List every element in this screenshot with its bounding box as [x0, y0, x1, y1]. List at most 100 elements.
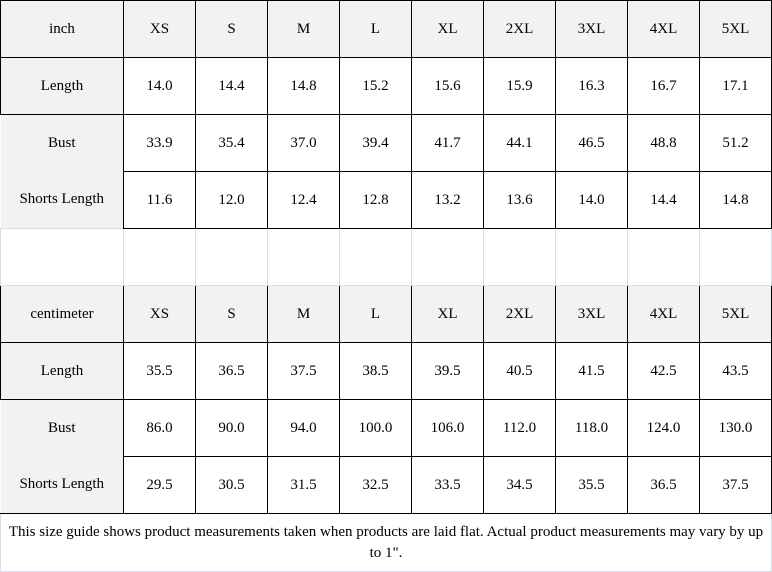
measurement-cell: 48.8 [627, 114, 700, 172]
unit-label: centimeter [0, 285, 124, 343]
size-header: XS [123, 0, 196, 58]
table-row: Bust 33.9 35.4 37.0 39.4 41.7 44.1 46.5 48.8 51.2 [0, 114, 772, 172]
size-header: M [267, 285, 340, 343]
size-header: XL [411, 0, 484, 58]
size-header: 3XL [555, 285, 628, 343]
measurement-cell: 44.1 [483, 114, 556, 172]
measurement-cell: 112.0 [483, 399, 556, 457]
spacer-cell [627, 228, 700, 286]
row-label: Shorts Length [0, 171, 124, 229]
measurement-cell: 33.9 [123, 114, 196, 172]
measurement-cell: 130.0 [699, 399, 772, 457]
size-header: 4XL [627, 285, 700, 343]
measurement-cell: 14.0 [123, 57, 196, 115]
measurement-cell: 124.0 [627, 399, 700, 457]
measurement-cell: 12.8 [339, 171, 412, 229]
measurement-cell: 12.4 [267, 171, 340, 229]
spacer-cell [555, 228, 628, 286]
size-header: 3XL [555, 0, 628, 58]
measurement-cell: 46.5 [555, 114, 628, 172]
size-header: 2XL [483, 0, 556, 58]
measurement-cell: 35.5 [123, 342, 196, 400]
row-label: Bust [0, 114, 124, 172]
measurement-cell: 17.1 [699, 57, 772, 115]
inch-header-row: inch XS S M L XL 2XL 3XL 4XL 5XL [0, 0, 772, 58]
cm-header-row: centimeter XS S M L XL 2XL 3XL 4XL 5XL [0, 285, 772, 343]
measurement-cell: 51.2 [699, 114, 772, 172]
measurement-cell: 37.5 [267, 342, 340, 400]
measurement-cell: 14.8 [699, 171, 772, 229]
measurement-cell: 12.0 [195, 171, 268, 229]
measurement-cell: 33.5 [411, 456, 484, 514]
measurement-cell: 94.0 [267, 399, 340, 457]
measurement-cell: 11.6 [123, 171, 196, 229]
table-row: Shorts Length 11.6 12.0 12.4 12.8 13.2 13.6 14.… [0, 171, 772, 229]
measurement-cell: 15.9 [483, 57, 556, 115]
table-row: Length 35.5 36.5 37.5 38.5 39.5 40.5 41.5 42.5 43… [0, 342, 772, 400]
spacer-cell [699, 228, 772, 286]
measurement-cell: 14.4 [627, 171, 700, 229]
row-label: Length [0, 57, 124, 115]
measurement-cell: 41.7 [411, 114, 484, 172]
size-header: XL [411, 285, 484, 343]
measurement-cell: 39.4 [339, 114, 412, 172]
measurement-cell: 30.5 [195, 456, 268, 514]
measurement-cell: 39.5 [411, 342, 484, 400]
footer-note: This size guide shows product measuremen… [0, 513, 772, 572]
measurement-cell: 35.4 [195, 114, 268, 172]
measurement-cell: 14.4 [195, 57, 268, 115]
size-header: 2XL [483, 285, 556, 343]
row-label: Length [0, 342, 124, 400]
spacer-cell [195, 228, 268, 286]
size-header: 4XL [627, 0, 700, 58]
size-header: L [339, 285, 412, 343]
measurement-cell: 43.5 [699, 342, 772, 400]
unit-label: inch [0, 0, 124, 58]
size-header: XS [123, 285, 196, 343]
spacer-cell [483, 228, 556, 286]
measurement-cell: 40.5 [483, 342, 556, 400]
measurement-cell: 14.8 [267, 57, 340, 115]
footer-row: This size guide shows product measuremen… [0, 513, 772, 572]
measurement-cell: 13.6 [483, 171, 556, 229]
measurement-cell: 16.3 [555, 57, 628, 115]
measurement-cell: 118.0 [555, 399, 628, 457]
measurement-cell: 100.0 [339, 399, 412, 457]
table-row: Shorts Length 29.5 30.5 31.5 32.5 33.5 34.5 35.… [0, 456, 772, 514]
measurement-cell: 14.0 [555, 171, 628, 229]
measurement-cell: 15.6 [411, 57, 484, 115]
measurement-cell: 90.0 [195, 399, 268, 457]
size-header: S [195, 0, 268, 58]
size-header: 5XL [699, 285, 772, 343]
measurement-cell: 16.7 [627, 57, 700, 115]
row-label: Shorts Length [0, 456, 124, 514]
spacer-cell [267, 228, 340, 286]
spacer-cell [339, 228, 412, 286]
measurement-cell: 36.5 [195, 342, 268, 400]
measurement-cell: 42.5 [627, 342, 700, 400]
measurement-cell: 37.5 [699, 456, 772, 514]
measurement-cell: 106.0 [411, 399, 484, 457]
measurement-cell: 29.5 [123, 456, 196, 514]
spacer-cell [0, 228, 124, 286]
size-header: L [339, 0, 412, 58]
measurement-cell: 41.5 [555, 342, 628, 400]
measurement-cell: 37.0 [267, 114, 340, 172]
spacer-cell [123, 228, 196, 286]
measurement-cell: 31.5 [267, 456, 340, 514]
measurement-cell: 38.5 [339, 342, 412, 400]
measurement-cell: 34.5 [483, 456, 556, 514]
table-row: Bust 86.0 90.0 94.0 100.0 106.0 112.0 118.0 124.… [0, 399, 772, 457]
row-label: Bust [0, 399, 124, 457]
measurement-cell: 35.5 [555, 456, 628, 514]
size-header: 5XL [699, 0, 772, 58]
size-header: M [267, 0, 340, 58]
measurement-cell: 86.0 [123, 399, 196, 457]
measurement-cell: 15.2 [339, 57, 412, 115]
size-header: S [195, 285, 268, 343]
measurement-cell: 13.2 [411, 171, 484, 229]
measurement-cell: 36.5 [627, 456, 700, 514]
spacer-row [0, 228, 772, 286]
measurement-cell: 32.5 [339, 456, 412, 514]
